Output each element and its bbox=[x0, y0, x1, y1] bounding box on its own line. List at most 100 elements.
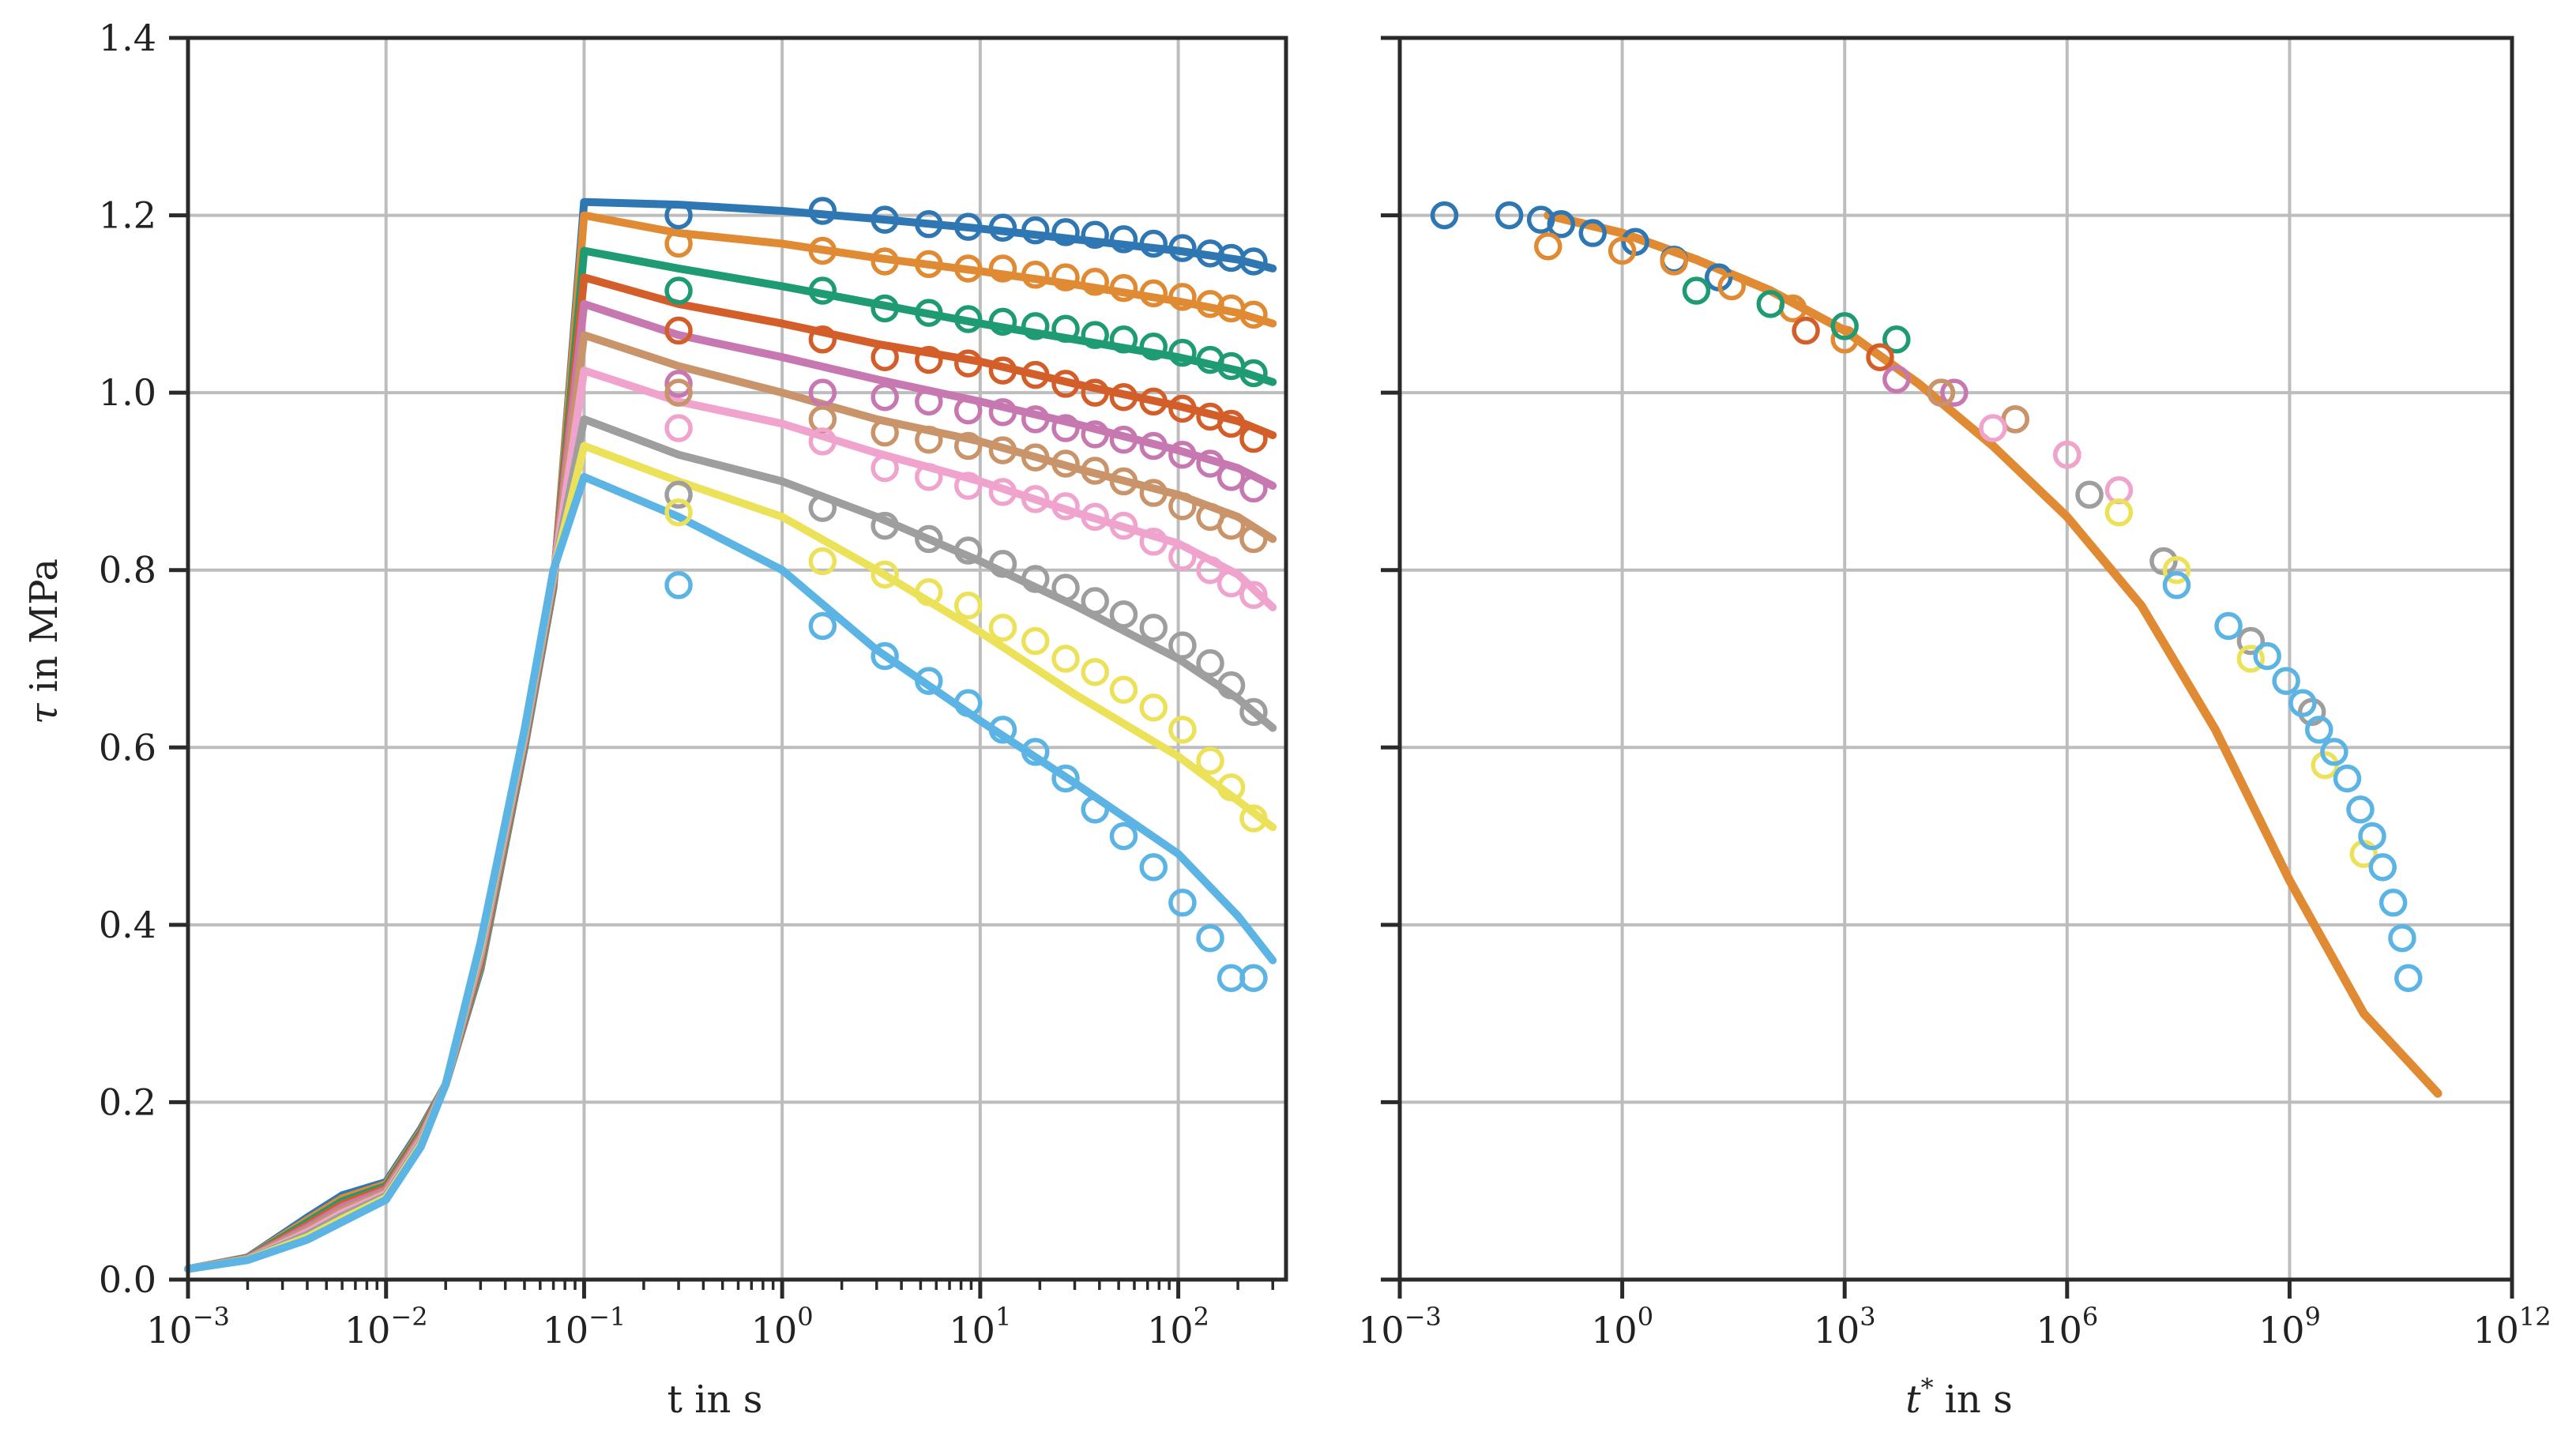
left-measured-point bbox=[953, 254, 983, 283]
left-measured-point bbox=[664, 480, 693, 509]
left-measured-point bbox=[1081, 321, 1109, 349]
right-shifted-point bbox=[2236, 626, 2266, 656]
left-measured-point bbox=[1139, 528, 1168, 556]
left-measured-point bbox=[953, 305, 983, 333]
right-shifted-point bbox=[2358, 821, 2386, 851]
left-measured-point bbox=[808, 378, 837, 407]
left-measured-point bbox=[871, 641, 899, 671]
left-measured-point bbox=[1051, 414, 1080, 442]
left-measured-point bbox=[871, 383, 899, 412]
left-measured-point bbox=[808, 427, 837, 456]
left-measured-point bbox=[871, 453, 899, 483]
left-measured-point bbox=[1051, 573, 1080, 602]
left-measured-point bbox=[664, 201, 693, 230]
left-measured-point bbox=[664, 571, 693, 600]
left-measured-point bbox=[1139, 229, 1168, 258]
left-measured-point bbox=[1109, 600, 1138, 629]
left-x-tick-label: 10−2 bbox=[344, 1302, 428, 1351]
left-x-tick-label: 101 bbox=[949, 1302, 1011, 1351]
left-measured-point bbox=[1081, 658, 1109, 686]
left-measured-point bbox=[1021, 360, 1050, 389]
left-measured-point bbox=[988, 550, 1017, 578]
left-measured-point bbox=[988, 213, 1017, 242]
left-y-tick-label: 1.4 bbox=[99, 17, 156, 59]
left-measured-point bbox=[1139, 387, 1168, 416]
right-shifted-point bbox=[1533, 232, 1563, 261]
left-measured-point bbox=[1217, 964, 1246, 992]
right-panel: 10−3 100 103 106 109 1012 t* in s bbox=[1358, 36, 2552, 1422]
left-x-axis-label: t in s bbox=[668, 1378, 763, 1422]
left-measured-point bbox=[988, 254, 1017, 283]
right-shifted-point bbox=[2214, 611, 2243, 641]
right-shifted-point bbox=[2394, 964, 2423, 992]
left-measured-point bbox=[1081, 795, 1109, 824]
left-measured-point bbox=[1239, 359, 1268, 388]
right-shifted-point bbox=[1430, 201, 1459, 230]
left-measured-point bbox=[953, 431, 983, 460]
left-measured-point bbox=[915, 667, 943, 695]
left-measured-point bbox=[1081, 457, 1109, 485]
left-measured-point bbox=[1168, 716, 1197, 744]
left-measured-point bbox=[664, 498, 693, 527]
left-measured-point bbox=[664, 316, 693, 345]
right-shifted-point bbox=[1495, 201, 1524, 230]
left-measured-point bbox=[1021, 312, 1050, 340]
right-shifted-point bbox=[2305, 716, 2333, 744]
left-measured-point bbox=[664, 414, 693, 442]
right-shifted-point bbox=[2272, 667, 2300, 695]
left-measured-point bbox=[1196, 746, 1224, 775]
right-x-tick-label: 106 bbox=[2036, 1302, 2098, 1351]
right-shifted-point bbox=[2001, 405, 2029, 434]
left-measured-point bbox=[1109, 273, 1138, 303]
left-measured-point bbox=[1139, 431, 1168, 460]
left-measured-point bbox=[1139, 479, 1168, 507]
left-x-tick-label: 10−3 bbox=[146, 1302, 230, 1351]
left-measured-point bbox=[808, 547, 837, 576]
right-x-tick-label: 103 bbox=[1814, 1302, 1876, 1351]
left-measured-point bbox=[1051, 314, 1080, 344]
right-axes-frame bbox=[1397, 36, 2514, 1282]
left-model-curve-10 bbox=[184, 472, 1277, 1273]
left-measured-point bbox=[1081, 420, 1109, 449]
left-measured-point bbox=[1139, 279, 1168, 308]
left-model-curve-4 bbox=[184, 273, 1277, 1273]
left-measured-point bbox=[1239, 474, 1268, 503]
right-shifted-point bbox=[1927, 378, 1956, 407]
left-measured-point bbox=[1217, 773, 1246, 802]
right-shifted-point bbox=[1547, 210, 1576, 239]
left-measured-point bbox=[1239, 300, 1268, 329]
right-shifted-point bbox=[2104, 498, 2134, 527]
left-measured-point bbox=[1168, 283, 1197, 311]
right-master-curve bbox=[1544, 211, 2442, 1098]
left-measured-point bbox=[1168, 492, 1197, 521]
left-measured-point bbox=[953, 689, 983, 717]
left-measured-point bbox=[1168, 234, 1197, 262]
left-x-tick-label: 10−1 bbox=[543, 1302, 626, 1351]
left-measured-point bbox=[1196, 449, 1224, 478]
left-measured-point bbox=[953, 212, 983, 241]
left-measured-point bbox=[1217, 671, 1246, 700]
right-shifted-point bbox=[1830, 325, 1859, 354]
left-measured-point bbox=[808, 325, 837, 354]
left-measured-point bbox=[808, 197, 837, 225]
right-shifted-point bbox=[2388, 923, 2416, 953]
right-shifted-point bbox=[1682, 276, 1711, 305]
left-y-tick-label: 0.0 bbox=[99, 1258, 156, 1301]
left-measured-point bbox=[1239, 247, 1268, 276]
left-measured-point bbox=[1109, 325, 1138, 354]
left-measured-point bbox=[1081, 268, 1109, 296]
left-y-axis-label: τin MPa bbox=[22, 558, 66, 724]
left-measured-point bbox=[1168, 631, 1197, 660]
right-shifted-point bbox=[2236, 645, 2266, 673]
left-model-curve-1 bbox=[184, 197, 1277, 1273]
left-y-tick-label: 1.2 bbox=[99, 194, 156, 237]
left-measured-point bbox=[1168, 394, 1197, 423]
left-y-tick-label: 0.4 bbox=[99, 904, 156, 946]
left-measured-point bbox=[808, 611, 837, 641]
right-shifted-point bbox=[1608, 236, 1637, 265]
left-measured-point bbox=[988, 398, 1017, 427]
right-shifted-points bbox=[1430, 201, 2423, 992]
left-measured-point bbox=[1168, 889, 1197, 917]
right-shifted-point bbox=[2075, 480, 2104, 509]
left-measured-point bbox=[988, 716, 1017, 744]
